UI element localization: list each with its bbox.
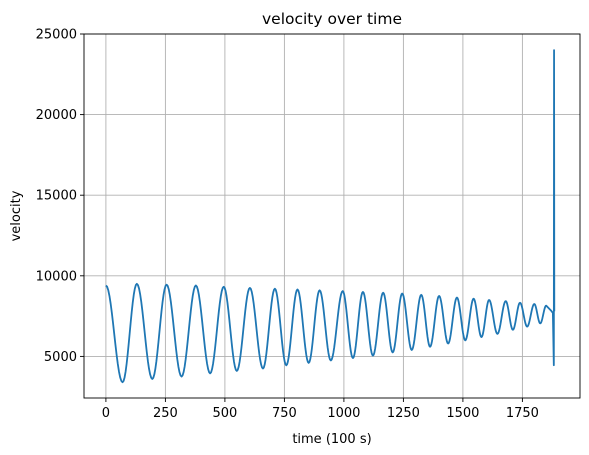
plot-frame [83, 33, 581, 399]
y-axis-label: velocity [9, 190, 24, 241]
x-tick-label: 750 [272, 406, 297, 421]
y-tick-label: 10000 [36, 269, 77, 284]
series-layer [105, 49, 556, 384]
x-tick-label: 1500 [446, 406, 479, 421]
velocity-series-line [105, 49, 556, 384]
x-tick-label: 1000 [327, 406, 360, 421]
x-tick-label: 1750 [506, 406, 539, 421]
x-axis-label: time (100 s) [292, 432, 371, 447]
ticks: 0 250 500 750 1000 1250 1500 1750 5000 10000 15000… [36, 28, 539, 422]
y-tick-label: 5000 [44, 350, 77, 365]
y-tick-label: 15000 [36, 189, 77, 204]
y-tick-label: 25000 [36, 28, 77, 43]
x-tick-label: 250 [153, 406, 178, 421]
x-tick-label: 500 [212, 406, 237, 421]
x-tick-label: 1250 [387, 406, 420, 421]
chart-title: velocity over time [262, 10, 402, 28]
y-tick-label: 20000 [36, 108, 77, 123]
x-tick-label: 0 [102, 406, 110, 421]
